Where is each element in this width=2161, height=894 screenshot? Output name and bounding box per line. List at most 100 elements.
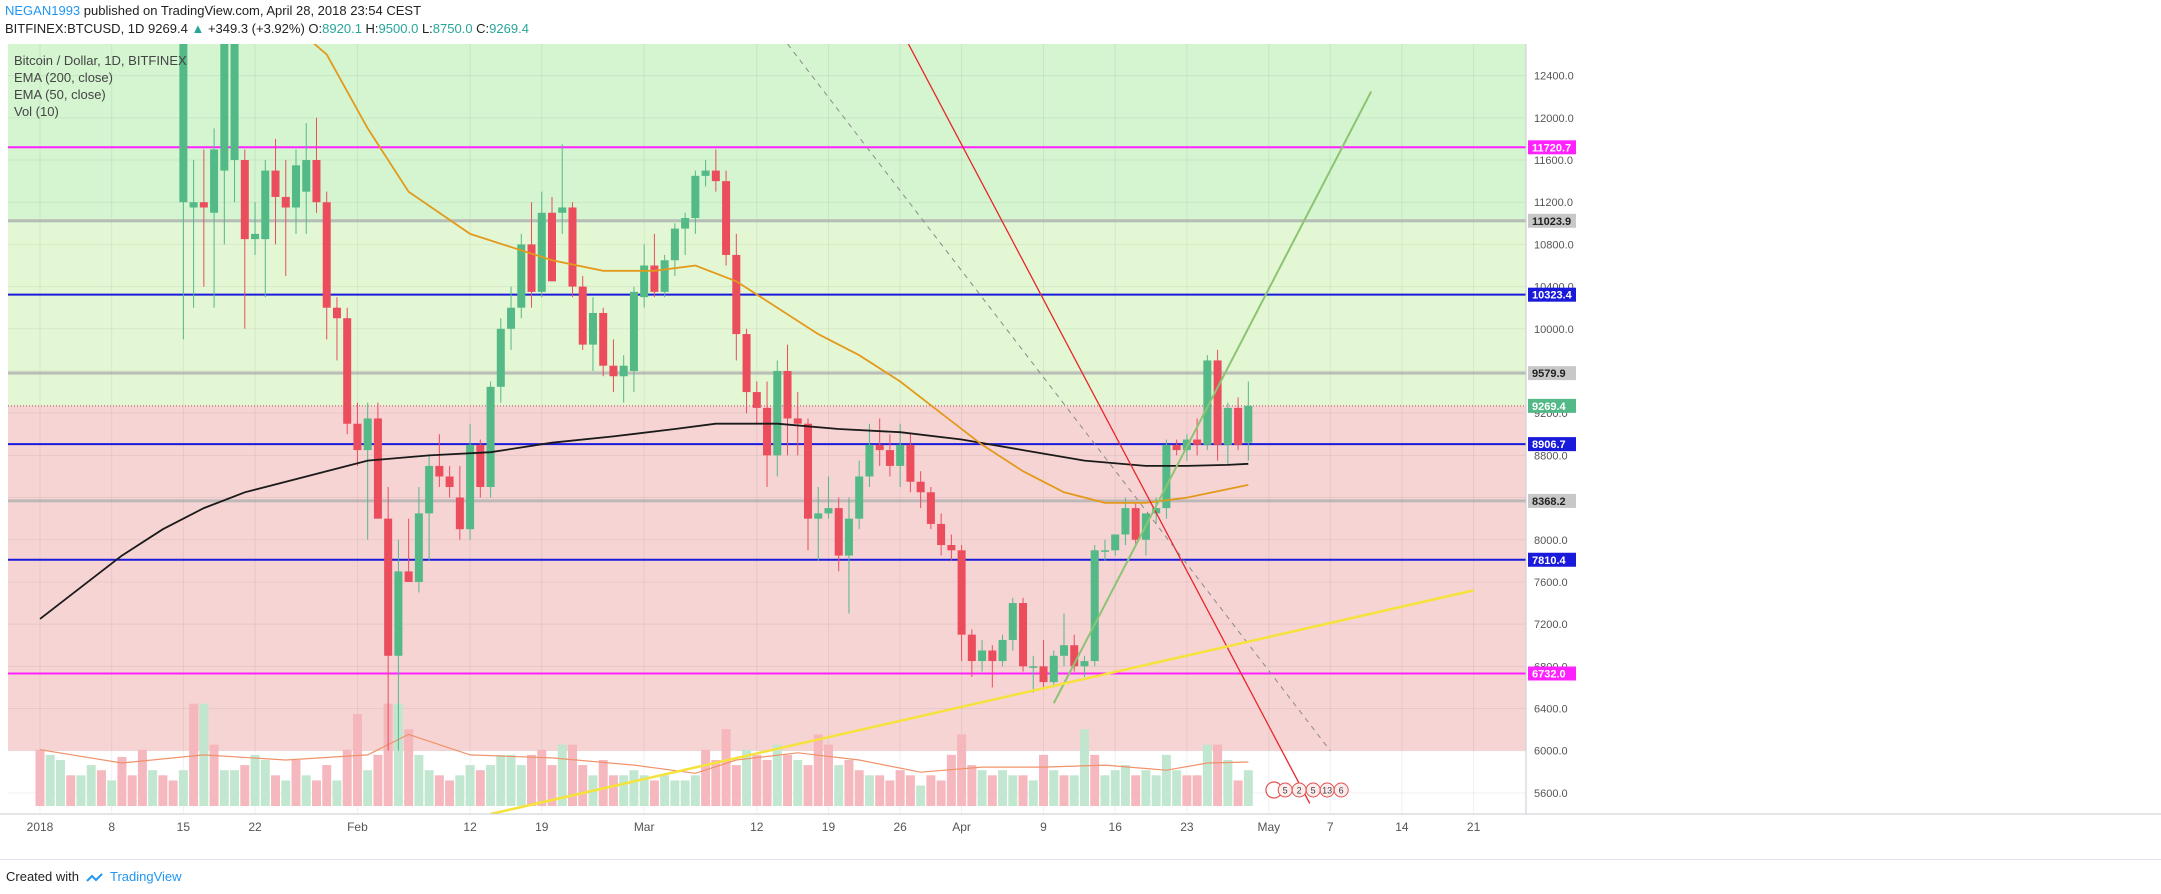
price-tick-label: 7600.0: [1534, 577, 1568, 589]
volume-bar: [547, 765, 557, 806]
volume-bar: [445, 780, 455, 806]
volume-bar: [690, 775, 700, 806]
volume-bar: [527, 754, 537, 806]
candle-body: [988, 650, 997, 662]
time-tick-label: 19: [822, 820, 836, 834]
candle-body: [742, 334, 751, 393]
candle-body: [875, 444, 884, 451]
volume-bar: [311, 780, 321, 806]
price-label-bg: [1528, 140, 1576, 155]
volume-bar: [1233, 780, 1243, 806]
price-tick-label: 11200.0: [1534, 197, 1573, 209]
tradingview-link[interactable]: TradingView: [86, 869, 182, 884]
candle-body: [783, 370, 792, 419]
price-change: +349.3 (+3.92%): [207, 21, 305, 36]
candle-body: [292, 165, 300, 208]
candle-body: [1203, 360, 1212, 445]
volume-bar: [291, 759, 301, 806]
candle-body: [496, 328, 505, 387]
volume-bar: [352, 713, 362, 806]
candle-body: [414, 513, 423, 582]
candle-body: [517, 244, 526, 308]
candle-body: [281, 196, 290, 208]
price-tick-label: 12400.0: [1534, 71, 1574, 83]
price-label-bg: [1528, 666, 1576, 681]
candle-body: [732, 254, 741, 335]
volume-bar: [721, 729, 731, 806]
candle-body: [957, 550, 966, 635]
candle-body: [926, 492, 935, 524]
candle-body: [343, 318, 352, 424]
price-tick-label: 7200.0: [1534, 619, 1568, 631]
candle-body: [507, 307, 516, 329]
time-tick-label: 2018: [27, 820, 54, 834]
candle-body: [220, 22, 229, 171]
volume-bar: [793, 759, 803, 806]
last-price: 9269.4: [148, 21, 188, 36]
volume-bar: [465, 765, 475, 806]
candle-body: [752, 392, 761, 408]
tradingview-logo-icon: [86, 872, 103, 882]
open-value: 8920.1: [322, 21, 362, 36]
chart-area[interactable]: 12400.0 12000.0 11600.0 11200.0 10800.0 10400…: [0, 0, 2161, 859]
volume-bar: [629, 770, 639, 806]
candle-body: [1029, 666, 1038, 668]
volume-bar: [96, 770, 106, 806]
candle-body: [353, 423, 362, 451]
volume-bar: [363, 770, 373, 806]
price-tick-label: 8800.0: [1534, 450, 1568, 462]
candle-body: [455, 497, 464, 530]
volume-bar: [1192, 775, 1202, 806]
volume-bar: [506, 754, 516, 806]
candle-body: [773, 370, 782, 456]
candle-body: [527, 244, 536, 292]
volume-bar: [639, 775, 649, 806]
volume-bar: [55, 759, 65, 806]
volume-bar: [895, 770, 905, 806]
candle-body: [1008, 603, 1017, 640]
candle-body: [1039, 666, 1048, 683]
price-chart[interactable]: 12400.012000.011600.011200.010800.010400…: [0, 0, 2161, 859]
volume-bar: [271, 775, 281, 806]
volume-bar: [107, 780, 117, 806]
candle-body: [384, 518, 393, 656]
volume-bar: [230, 770, 240, 806]
candle-body: [896, 444, 905, 466]
created-with-text: Created with: [6, 869, 79, 884]
volume-bar: [86, 765, 96, 806]
volume-bar: [35, 749, 45, 806]
candle-body: [916, 481, 925, 493]
volume-bar: [864, 775, 874, 806]
volume-bar: [916, 785, 926, 806]
volume-bar: [66, 775, 76, 806]
author-link[interactable]: NEGAN1993: [5, 3, 81, 18]
candle-body: [834, 508, 843, 556]
candle-body: [619, 365, 628, 377]
candle-body: [1131, 508, 1140, 540]
price-label-bg: [1528, 287, 1576, 302]
candle-body: [855, 476, 864, 519]
candle-body: [763, 407, 772, 456]
volume-bar: [168, 780, 178, 806]
volume-bar: [414, 754, 424, 806]
trend-line-red: [884, 0, 1311, 804]
candle-body: [312, 160, 321, 203]
trend-line-yellow: [490, 589, 1474, 816]
candle-body: [189, 202, 198, 208]
chart-legend: Bitcoin / Dollar, 1D, BITFINEX EMA (200,…: [14, 53, 187, 119]
volume-bar: [332, 780, 342, 806]
candle-body: [865, 444, 874, 477]
candle-body: [609, 365, 618, 377]
candle-body: [1121, 508, 1130, 535]
chart-header: NEGAN1993 published on TradingView.com, …: [0, 0, 2161, 44]
candle-body: [681, 218, 690, 229]
volume-bar: [1100, 775, 1110, 806]
candle-body: [629, 291, 638, 371]
candle-body: [691, 175, 700, 219]
candle-body: [240, 160, 249, 240]
candle-body: [1193, 439, 1202, 445]
time-tick-label: 26: [893, 820, 907, 834]
volume-bar: [649, 780, 659, 806]
event-badge-count: 13: [1322, 786, 1332, 796]
price-level-label: 10323.4: [1532, 290, 1573, 302]
